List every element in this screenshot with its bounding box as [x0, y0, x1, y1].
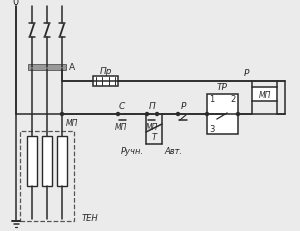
Bar [252, 88, 277, 102]
Text: МП: МП [146, 123, 158, 132]
Text: Т: Т [152, 132, 157, 141]
Text: ТЕН: ТЕН [82, 214, 99, 222]
Bar [207, 94, 238, 134]
Text: Р: Р [243, 69, 249, 78]
Circle shape [155, 113, 158, 116]
Circle shape [176, 113, 179, 116]
Bar [57, 137, 67, 186]
Text: 1: 1 [209, 95, 214, 104]
Text: МП: МП [115, 123, 127, 132]
Text: Ручн.: Ручн. [121, 147, 144, 156]
Circle shape [116, 113, 119, 116]
Bar [27, 137, 37, 186]
Text: С: С [119, 102, 125, 111]
Text: Авт.: Авт. [164, 147, 182, 156]
Bar [42, 137, 52, 186]
Text: П: П [148, 102, 155, 111]
Text: 0: 0 [12, 0, 18, 7]
Bar [28, 65, 66, 71]
Circle shape [206, 113, 208, 116]
Text: A: A [69, 63, 75, 72]
Text: 3: 3 [209, 125, 215, 134]
Bar [93, 77, 118, 87]
Circle shape [61, 113, 64, 116]
Circle shape [146, 113, 148, 116]
Circle shape [236, 113, 239, 116]
Text: Р: Р [180, 102, 186, 111]
Bar [20, 131, 74, 221]
Text: МП: МП [66, 119, 78, 128]
Text: МП: МП [258, 90, 271, 99]
Text: Пр: Пр [99, 67, 112, 76]
Text: ТР: ТР [217, 82, 228, 91]
Text: 2: 2 [230, 95, 236, 104]
